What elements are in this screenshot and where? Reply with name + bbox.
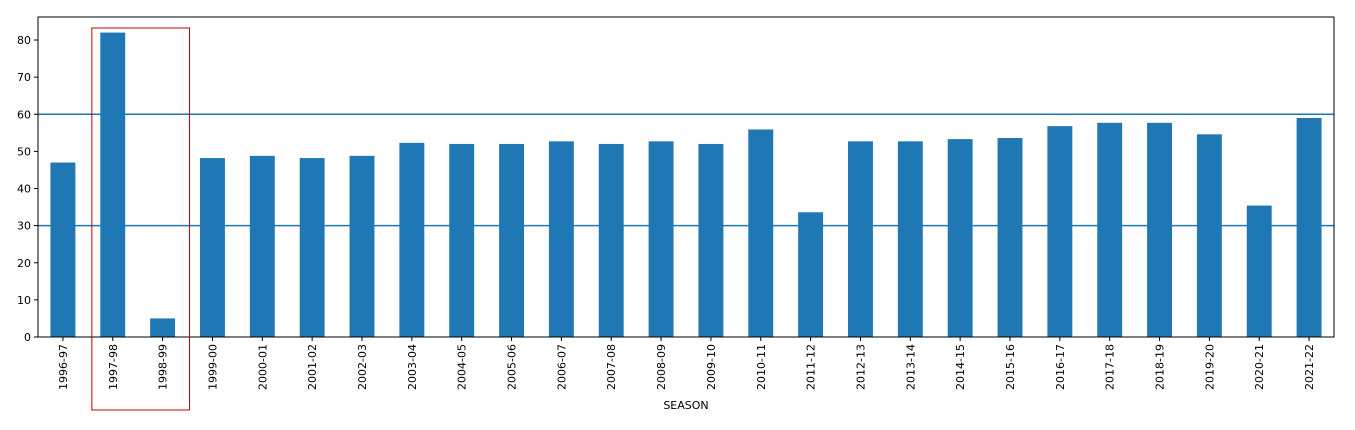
bar-1999-00: [200, 158, 225, 337]
bar-2018-19: [1147, 122, 1172, 337]
bar-2006-07: [548, 141, 574, 337]
y-tick-label: 80: [17, 34, 31, 47]
y-tick-label: 40: [17, 183, 31, 196]
bar-2019-20: [1196, 134, 1222, 337]
bar-2004-05: [449, 143, 475, 337]
bar-2008-09: [648, 141, 674, 337]
reference-lines: [38, 113, 1334, 227]
bar-2017-18: [1097, 122, 1123, 337]
highlight-box: [91, 27, 191, 411]
bar-2002-03: [349, 155, 375, 337]
bar-2009-10: [698, 143, 724, 337]
x-tick-label: 1996-97: [57, 344, 70, 390]
x-tick-label: 2003-04: [406, 344, 419, 390]
x-tick-label: 2001-02: [306, 344, 319, 390]
x-tick-label: 1997-98: [107, 344, 120, 390]
plot-frame: [37, 16, 1335, 338]
x-tick-label: 1998-99: [157, 344, 170, 390]
y-tick-label: 70: [17, 71, 31, 84]
bar-2020-21: [1246, 205, 1272, 337]
x-axis: 1996-97 1997-98 1998-99 1999-00 2000-01 2001-…: [57, 337, 1316, 390]
bar-2011-12: [798, 212, 824, 337]
x-tick-label: 2013-14: [904, 344, 917, 390]
x-tick-label: 2008-09: [655, 344, 668, 390]
x-tick-label: 2004-05: [456, 344, 469, 390]
bar-2021-22: [1296, 117, 1322, 337]
x-tick-label: 2016-17: [1054, 344, 1067, 390]
bar-2005-06: [499, 143, 524, 337]
x-tick-label: 2018-19: [1154, 344, 1167, 390]
x-tick-label: 2015-16: [1004, 344, 1017, 390]
y-tick-label: 60: [17, 108, 31, 121]
x-tick-label: 2011-12: [805, 344, 818, 390]
bar-2010-11: [748, 129, 774, 337]
bar-2016-17: [1047, 126, 1073, 337]
x-tick-label: 1999-00: [206, 344, 219, 390]
x-tick-label: 2006-07: [555, 344, 568, 390]
y-tick-label: 30: [17, 220, 31, 233]
bars-layer: [50, 32, 1322, 338]
x-tick-label: 2014-15: [954, 344, 967, 390]
bar-2001-02: [299, 158, 325, 337]
x-tick-label: 2002-03: [356, 344, 369, 390]
bar-2000-01: [249, 155, 275, 337]
bar-1998-99: [150, 318, 176, 337]
y-tick-label: 0: [24, 331, 31, 344]
bar-2003-04: [399, 142, 425, 337]
bar-1996-97: [50, 162, 76, 337]
x-tick-label: 2020-21: [1253, 344, 1266, 390]
x-tick-label: 2005-06: [506, 344, 519, 390]
x-tick-label: 2019-20: [1203, 344, 1216, 390]
x-tick-label: 2009-10: [705, 344, 718, 390]
x-tick-label: 2007-08: [605, 344, 618, 390]
y-tick-label: 20: [17, 257, 31, 270]
bar-2013-14: [897, 141, 923, 337]
y-tick-label: 10: [17, 294, 31, 307]
y-axis: 0 10 20 30 40 50 60 70 80: [17, 34, 38, 344]
x-tick-label: 2010-11: [755, 344, 768, 390]
x-tick-label: 2000-01: [256, 344, 269, 390]
y-tick-label: 50: [17, 145, 31, 158]
x-tick-label: 2021-22: [1303, 344, 1316, 390]
x-tick-label: 2017-18: [1104, 344, 1117, 390]
x-tick-label: 2012-13: [854, 344, 867, 390]
bar-2015-16: [997, 138, 1023, 337]
bar-2007-08: [598, 143, 624, 337]
bar-2012-13: [848, 141, 873, 337]
bar-2014-15: [947, 139, 973, 337]
x-axis-label: SEASON: [663, 399, 708, 412]
bar-1997-98: [100, 32, 126, 338]
